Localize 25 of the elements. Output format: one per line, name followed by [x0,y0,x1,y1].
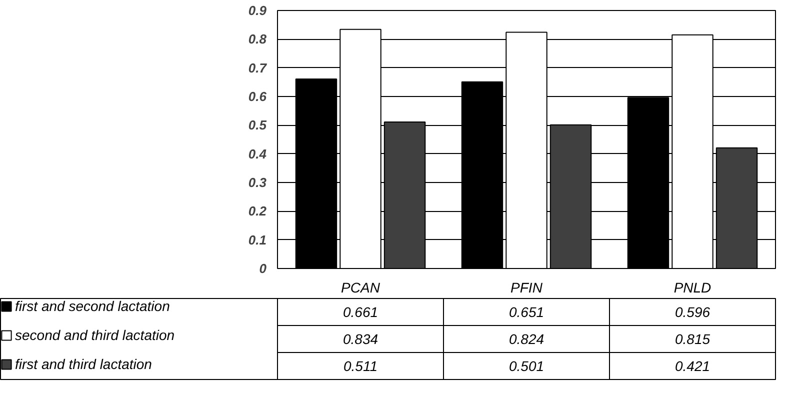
data-label: 0.501 [508,358,544,374]
data-label: 0.834 [342,331,378,347]
data-label: 0.596 [674,304,710,320]
data-label: 0.661 [342,304,378,320]
x-tick-label: PCAN [341,280,381,296]
y-tick-label: 0.5 [248,118,268,133]
legend-label: second and third lactation [15,327,175,343]
y-tick-label: 0.1 [248,232,267,248]
y-tick-label: 0 [259,261,268,276]
y-tick-label: 0.7 [248,60,268,76]
x-tick-label: PFIN [510,280,544,296]
y-tick-label: 0.8 [248,32,268,47]
legend-label: first and second lactation [15,298,170,314]
x-tick-label: PNLD [674,280,712,296]
y-tick-label: 0.4 [248,146,268,162]
data-label: 0.824 [508,331,544,347]
y-tick-label: 0.2 [248,204,268,219]
y-tick-label: 0.3 [248,175,268,190]
legend-label: first and third lactation [15,356,152,372]
y-tick-label: 0.6 [248,89,268,104]
data-label: 0.421 [674,358,710,374]
y-tick-label: 0.9 [248,3,268,18]
data-label: 0.651 [508,304,544,320]
data-label: 0.815 [674,331,710,347]
data-label: 0.511 [344,358,378,374]
